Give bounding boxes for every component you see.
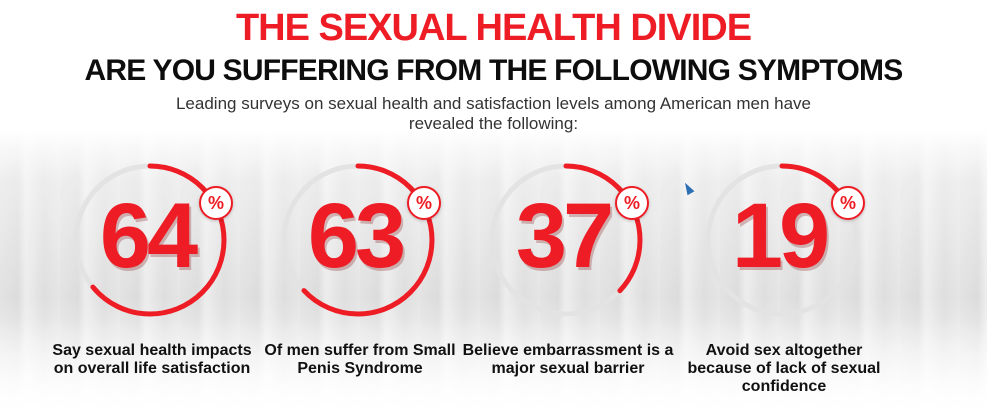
stat-card-1: 64 % Say sexual health impacts on overal…: [52, 152, 252, 409]
stat-value: 64: [99, 185, 198, 287]
page-subtitle: ARE YOU SUFFERING FROM THE FOLLOWING SYM…: [84, 54, 904, 87]
progress-ring-fill: [281, 163, 435, 317]
stat-caption: Believe embarrassment is a major sexual …: [462, 342, 674, 377]
progress-ring: [281, 163, 435, 317]
progress-ring: [73, 163, 227, 317]
progress-ring-fill: [705, 163, 859, 317]
percent-badge: %: [615, 186, 649, 220]
progress-ring: [489, 163, 643, 317]
percent-badge: %: [199, 186, 233, 220]
stat-value: 19: [731, 185, 830, 287]
intro-text: Leading surveys on sexual health and sat…: [175, 94, 812, 133]
progress-ring-fill: [489, 163, 643, 317]
stat-card-3: 37 % Believe embarrassment is a major se…: [463, 152, 673, 409]
stat-card-4: 19 % Avoid sex altogether because of lac…: [688, 152, 880, 409]
stat-value: 37: [515, 185, 614, 287]
stat-caption: Avoid sex altogether because of lack of …: [687, 342, 881, 395]
stat-caption: Of men suffer from Small Penis Syndrome: [264, 342, 456, 377]
page-title: THE SEXUAL HEALTH DIVIDE: [235, 7, 752, 49]
stat-caption: Say sexual health impacts on overall lif…: [52, 342, 252, 377]
stat-value: 63: [307, 185, 406, 287]
stat-card-2: 63 % Of men suffer from Small Penis Synd…: [264, 152, 456, 409]
percent-badge: %: [407, 186, 441, 220]
progress-ring-fill: [73, 163, 227, 317]
progress-ring: [705, 163, 859, 317]
percent-badge: %: [831, 186, 865, 220]
